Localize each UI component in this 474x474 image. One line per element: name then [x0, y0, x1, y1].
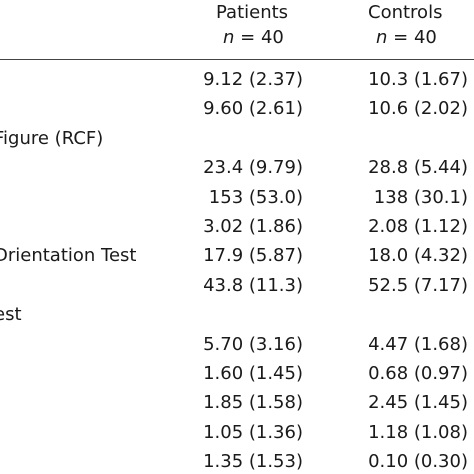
- controls-n-symbol: n: [376, 27, 388, 48]
- table-row: 153 (53.0) 138 (30.1): [0, 183, 474, 212]
- table-row: 3.02 (1.86) 2.08 (1.12): [0, 212, 474, 241]
- controls-cell: 18.0 (4.32): [368, 245, 468, 267]
- controls-cell: 138 (30.1): [373, 186, 468, 208]
- row-label: Figure (RCF): [0, 127, 104, 149]
- controls-cell: 10.3 (1.67): [368, 69, 468, 90]
- controls-n: n = 40: [376, 27, 437, 49]
- patients-cell: 1.05 (1.36): [203, 421, 303, 443]
- patients-n: n = 40: [223, 27, 284, 49]
- patients-n-equals: =: [240, 27, 256, 48]
- table-row: 9.12 (2.37) 10.3 (1.67): [0, 65, 474, 94]
- controls-cell: 4.47 (1.68): [368, 333, 468, 355]
- controls-cell: 1.18 (1.08): [368, 421, 468, 443]
- table-row: 1.85 (1.58) 2.45 (1.45): [0, 388, 474, 417]
- controls-cell: 0.10 (0.30): [368, 451, 468, 473]
- patients-header: Patients: [216, 2, 288, 24]
- table-row: ̲) 9.60 (2.61) 10.6 (2.02): [0, 94, 474, 123]
- controls-header: Controls: [368, 2, 442, 24]
- patients-n-symbol: n: [223, 27, 235, 48]
- patients-title: Patients: [216, 2, 289, 23]
- row-label: est: [0, 304, 22, 326]
- controls-n-equals: =: [393, 27, 409, 48]
- patients-cell: 5.70 (3.16): [203, 333, 303, 355]
- controls-title: Controls: [368, 2, 443, 23]
- patients-cell: 1.35 (1.53): [203, 451, 303, 473]
- controls-cell: 2.08 (1.12): [368, 216, 468, 237]
- patients-cell: 43.8 (11.3): [203, 274, 303, 296]
- controls-n-value: 40: [413, 27, 437, 48]
- patients-cell: 1.85 (1.58): [203, 392, 303, 414]
- row-label: ̲): [0, 94, 1, 123]
- table-row: 1.60 (1.45) 0.68 (0.97): [0, 359, 474, 388]
- controls-cell: 10.6 (2.02): [368, 98, 468, 120]
- controls-cell: 28.8 (5.44): [368, 157, 468, 179]
- patients-cell: 9.60 (2.61): [203, 98, 303, 120]
- patients-cell: 1.60 (1.45): [203, 363, 303, 384]
- table-row: Drientation Test 17.9 (5.87) 18.0 (4.32): [0, 241, 474, 270]
- row-label: Drientation Test: [0, 245, 137, 267]
- patients-cell: 17.9 (5.87): [203, 245, 303, 267]
- patients-cell: 23.4 (9.79): [203, 157, 303, 179]
- table-row: 5.70 (3.16) 4.47 (1.68): [0, 330, 474, 359]
- controls-cell: 2.45 (1.45): [368, 392, 468, 414]
- patients-cell: 3.02 (1.86): [203, 216, 303, 237]
- table-row: est: [0, 300, 474, 329]
- table-row: 43.8 (11.3) 52.5 (7.17): [0, 271, 474, 300]
- patients-cell: 9.12 (2.37): [203, 69, 303, 90]
- table-row: 1.05 (1.36) 1.18 (1.08): [0, 418, 474, 447]
- patients-cell: 153 (53.0): [208, 186, 303, 208]
- table-row: 23.4 (9.79) 28.8 (5.44): [0, 153, 474, 182]
- patients-n-value: 40: [260, 27, 284, 48]
- controls-cell: 0.68 (0.97): [368, 363, 468, 384]
- table-row: Figure (RCF): [0, 124, 474, 153]
- header-divider: [0, 59, 474, 60]
- controls-cell: 52.5 (7.17): [368, 274, 468, 296]
- table-row: 1.35 (1.53) 0.10 (0.30): [0, 447, 474, 474]
